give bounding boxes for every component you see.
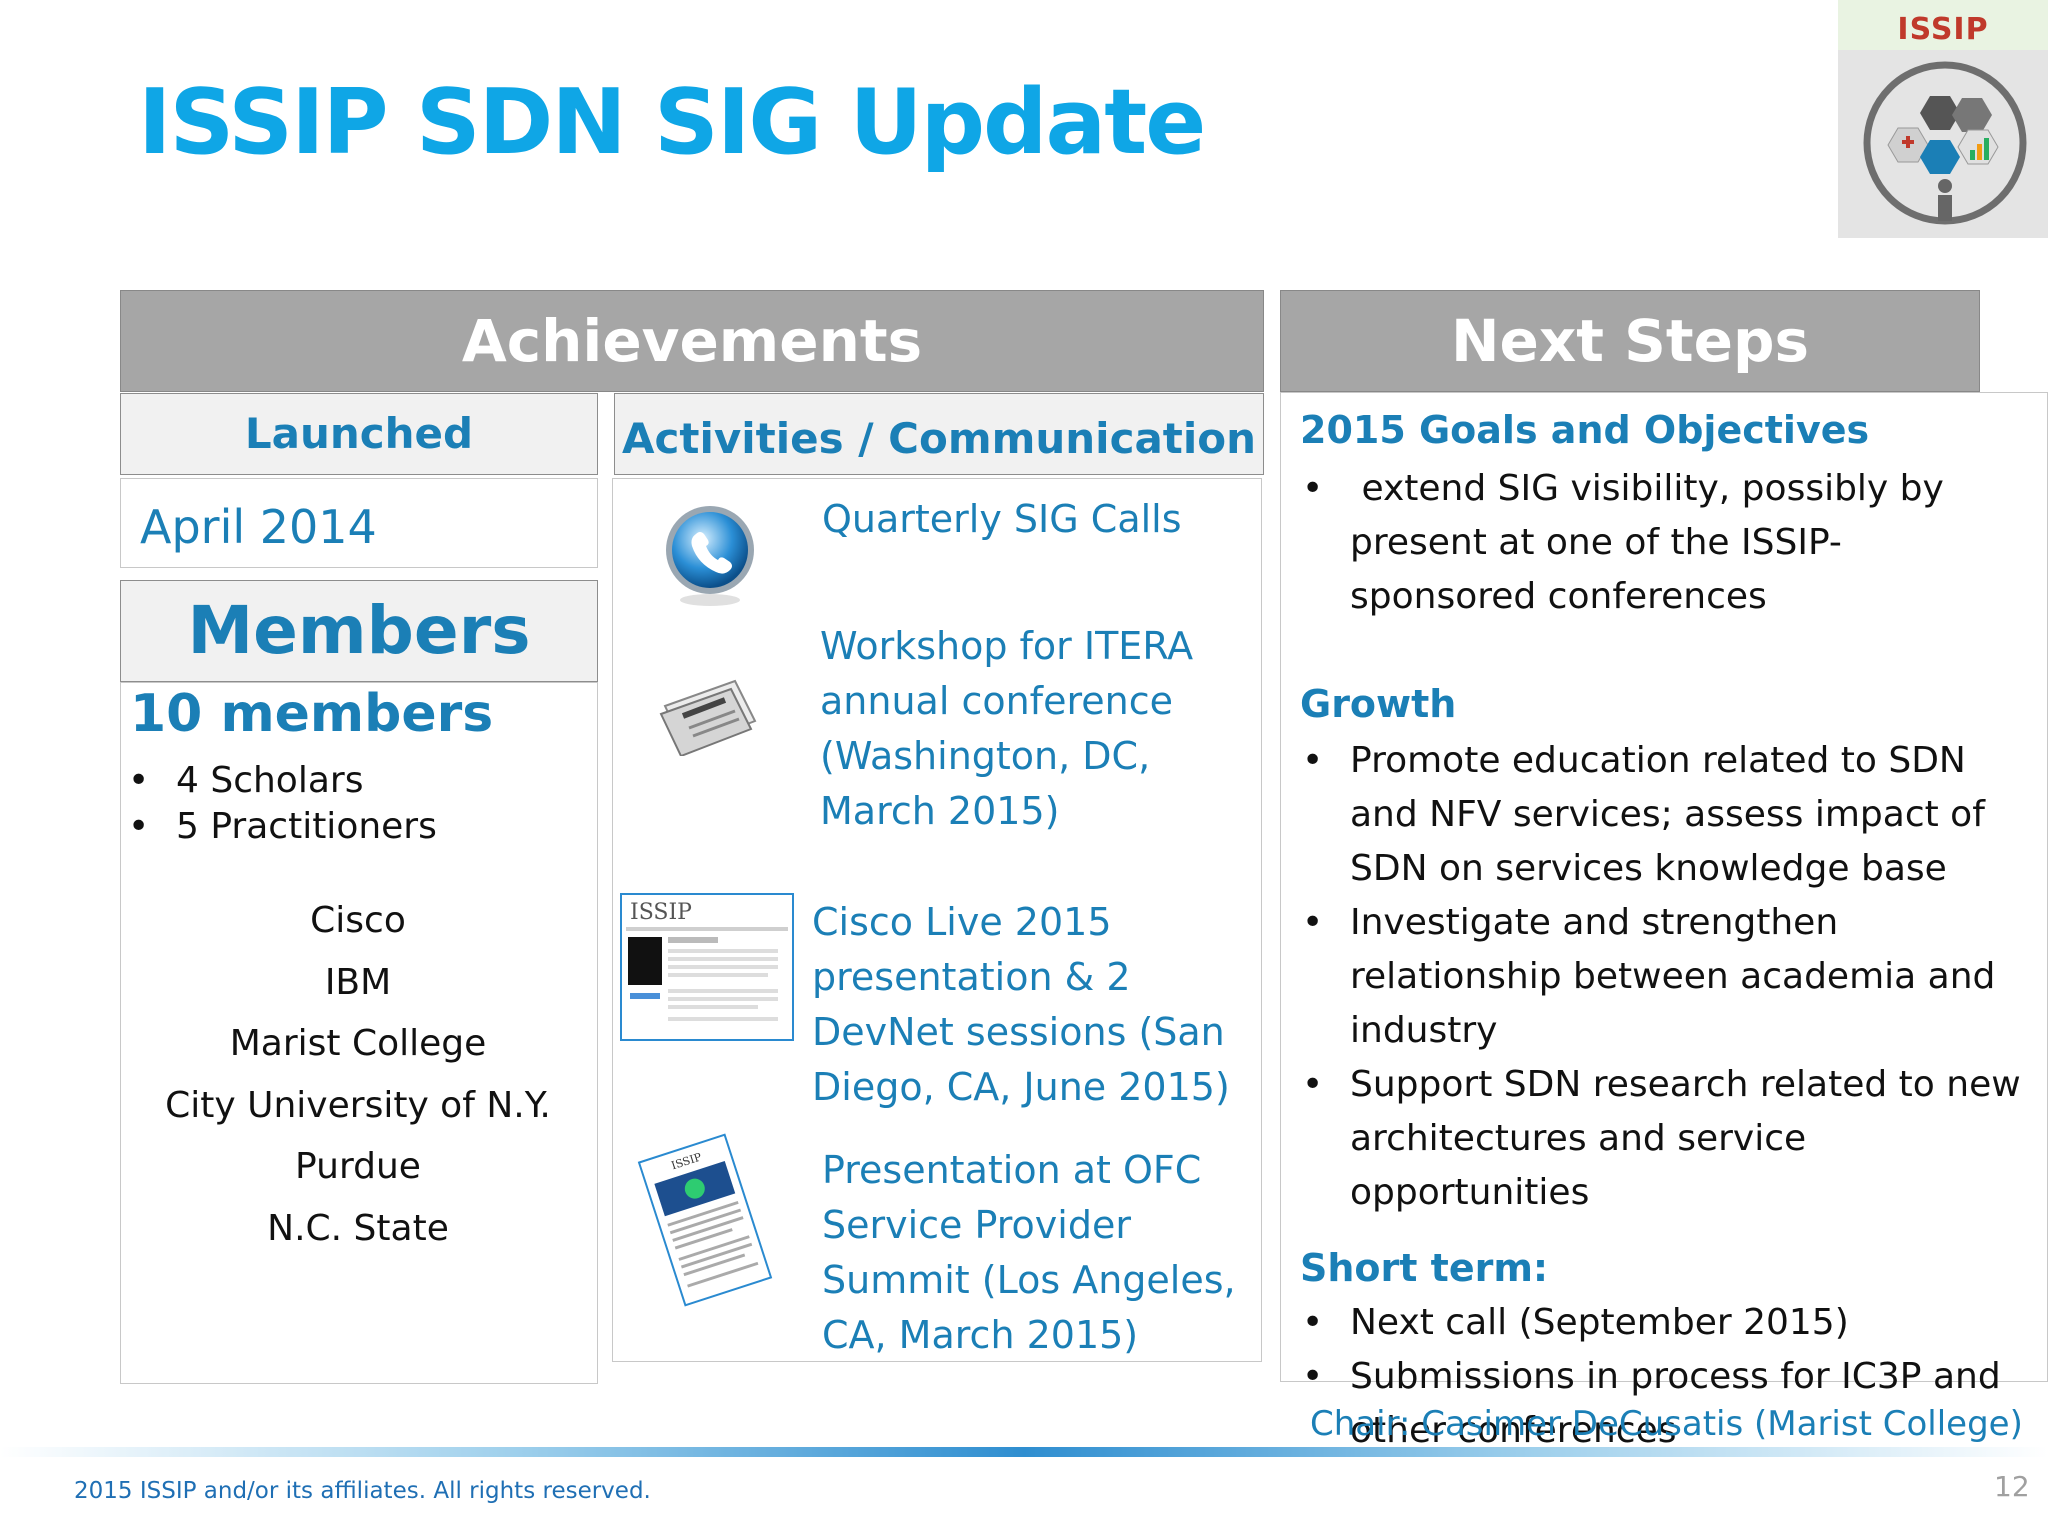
copyright-footer: 2015 ISSIP and/or its affiliates. All ri… bbox=[74, 1478, 651, 1504]
achievements-header: Achievements bbox=[120, 290, 1264, 392]
footer-divider bbox=[0, 1447, 2048, 1457]
phone-icon bbox=[666, 506, 754, 606]
member-org: Purdue bbox=[295, 1146, 421, 1187]
activity-item-itera: Workshop for ITERA annual conference (Wa… bbox=[820, 624, 1194, 833]
member-org: Marist College bbox=[229, 1023, 487, 1064]
slide-title: ISSIP SDN SIG Update bbox=[138, 70, 1206, 175]
growth-heading: Growth bbox=[1300, 682, 1457, 726]
list-item: 4 Scholars bbox=[128, 758, 588, 804]
activities-label: Activities / Communication bbox=[614, 393, 1264, 475]
activity-item-cisco-live: Cisco Live 2015 presentation & 2 DevNet … bbox=[812, 900, 1230, 1109]
goals-list: extend SIG visibility, possibly by prese… bbox=[1302, 462, 2002, 624]
list-item: 5 Practitioners bbox=[128, 804, 588, 850]
document-icon: ISSIP bbox=[637, 1133, 773, 1307]
activity-item-ofc: Presentation at OFC Service Provider Sum… bbox=[822, 1148, 1236, 1357]
member-org: IBM bbox=[324, 961, 392, 1003]
list-item: Promote education related to SDN and NFV… bbox=[1302, 734, 2022, 896]
members-label: Members bbox=[120, 580, 598, 682]
list-item: Support SDN research related to new arch… bbox=[1302, 1058, 2022, 1220]
issip-emblem-icon bbox=[1863, 61, 2027, 225]
page-number: 12 bbox=[1994, 1470, 2030, 1503]
members-breakdown: 4 Scholars 5 Practitioners bbox=[128, 758, 588, 850]
members-count: 10 members bbox=[130, 684, 494, 744]
chair-text: Chair: Casimer DeCusatis (Marist College… bbox=[1310, 1404, 2023, 1444]
website-thumbnail-icon: ISSIP bbox=[620, 893, 794, 1041]
launched-label: Launched bbox=[120, 393, 598, 475]
short-term-list: Next call (September 2015) Submissions i… bbox=[1302, 1296, 2022, 1458]
logo-band bbox=[1838, 0, 2048, 50]
next-steps-header: Next Steps bbox=[1280, 290, 1980, 392]
launched-panel bbox=[120, 478, 598, 568]
goals-heading: 2015 Goals and Objectives bbox=[1300, 408, 1870, 452]
svg-text:ISSIP: ISSIP bbox=[630, 900, 692, 925]
member-org: Cisco bbox=[310, 900, 406, 941]
newspaper-icon bbox=[659, 679, 757, 756]
member-orgs: Cisco IBM Marist College City University… bbox=[120, 890, 596, 1259]
growth-list: Promote education related to SDN and NFV… bbox=[1302, 734, 2022, 1220]
list-item: Investigate and strengthen relationship … bbox=[1302, 896, 2022, 1058]
logo-text: ISSIP bbox=[1897, 12, 1989, 47]
member-org: City University of N.Y. bbox=[165, 1084, 551, 1126]
launched-date: April 2014 bbox=[140, 500, 377, 554]
list-item: Next call (September 2015) bbox=[1302, 1296, 2022, 1350]
short-term-heading: Short term: bbox=[1300, 1246, 1549, 1290]
list-item: extend SIG visibility, possibly by prese… bbox=[1302, 462, 2002, 624]
list-item: Submissions in process for IC3P and othe… bbox=[1302, 1350, 2022, 1458]
activity-item-calls: Quarterly SIG Calls bbox=[822, 497, 1182, 541]
member-org: N.C. State bbox=[267, 1207, 449, 1249]
